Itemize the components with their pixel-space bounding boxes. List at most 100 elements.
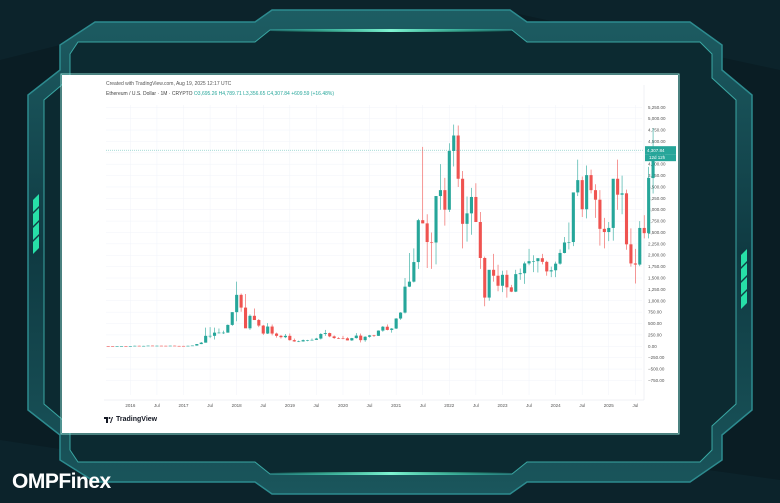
candle-body [181, 345, 186, 347]
candle-body [589, 175, 593, 191]
candle-body [350, 338, 354, 341]
candle-body [248, 315, 252, 329]
candle-body [186, 345, 190, 347]
candle-body [509, 287, 513, 292]
x-tick-label: Jul [632, 403, 638, 408]
x-tick-label: 2023 [497, 403, 508, 408]
candle-body [385, 326, 389, 330]
candle-body [399, 312, 403, 319]
candle-body [381, 326, 385, 331]
candle-body [620, 193, 624, 195]
tradingview-logo: TradingView [104, 416, 157, 423]
candle-body [487, 269, 491, 298]
x-tick-label: 2021 [391, 403, 402, 408]
candle-body [514, 274, 518, 292]
candle-body [598, 199, 602, 229]
y-tick-label: 4,500.00 [648, 139, 666, 144]
candle-body [319, 334, 323, 339]
tradingview-logo-icon [104, 416, 113, 423]
candle-body [199, 342, 203, 345]
x-tick-label: Jul [367, 403, 373, 408]
candle-body [558, 252, 562, 264]
x-tick-label: Jul [314, 403, 320, 408]
series-legend: Ethereum / U.S. Dollar · 1M · CRYPTO O3,… [106, 91, 334, 97]
last-price-badge [645, 146, 676, 155]
candle-body [217, 332, 221, 334]
candle-body [629, 244, 633, 264]
y-tick-label: 2,750.00 [648, 219, 666, 224]
candle-body [337, 338, 341, 339]
candle-body [624, 193, 629, 245]
candle-body [279, 335, 283, 338]
candle-body [416, 220, 420, 263]
candle-body [554, 263, 558, 271]
y-tick-label: 3,750.00 [648, 173, 666, 178]
candle-body [341, 338, 345, 339]
right-stripes-icon [741, 249, 747, 309]
candle-body [261, 325, 265, 334]
candle-body [173, 345, 177, 347]
countdown-label: 12d 12h [649, 155, 666, 160]
bottom-glow-bar [270, 472, 512, 475]
x-tick-label: Jul [526, 403, 532, 408]
y-tick-label: 3,500.00 [648, 184, 666, 189]
candle-body [142, 345, 146, 347]
candle-body [359, 335, 363, 341]
candle-body [137, 345, 141, 347]
candle-body [647, 177, 651, 234]
x-tick-label: Jul [207, 403, 213, 408]
candle-body [372, 335, 376, 336]
candle-body [443, 190, 447, 210]
x-tick-label: 2025 [604, 403, 615, 408]
x-tick-label: 2020 [338, 403, 349, 408]
candle-body [611, 178, 615, 228]
candle-body [483, 257, 487, 298]
candle-body [456, 135, 460, 179]
y-tick-label: 2,000.00 [648, 253, 666, 258]
candle-body [438, 190, 442, 197]
candle-body [434, 196, 438, 243]
candle-body [651, 150, 655, 179]
candle-body [314, 338, 318, 340]
y-tick-label: 250.00 [648, 332, 662, 337]
candle-body [221, 332, 225, 334]
x-tick-label: Jul [420, 403, 426, 408]
candle-body [536, 258, 540, 262]
candlestick-chart[interactable]: 5,250.005,000.004,750.004,500.004,250.00… [62, 75, 678, 433]
y-tick-label: 5,250.00 [648, 105, 666, 110]
x-tick-label: 2019 [285, 403, 296, 408]
candle-body [452, 135, 456, 151]
y-tick-label: 5,000.00 [648, 116, 666, 121]
candle-body [310, 339, 314, 341]
y-tick-label: 500.00 [648, 321, 662, 326]
candle-body [492, 269, 496, 276]
candle-body [593, 190, 598, 200]
top-glow-bar [270, 29, 512, 32]
candle-body [461, 178, 465, 224]
chart-card: Created with TradingView.com, Aug 19, 20… [62, 75, 678, 433]
candle-body [549, 270, 553, 272]
candle-body [106, 346, 110, 347]
x-tick-label: Jul [473, 403, 479, 408]
candle-body [496, 275, 500, 286]
candle-body [128, 346, 132, 347]
candle-body [545, 261, 549, 272]
candle-body [168, 345, 172, 347]
candle-body [306, 340, 310, 341]
candle-body [425, 223, 429, 243]
candle-body [323, 333, 327, 335]
x-tick-label: Jul [579, 403, 585, 408]
candle-body [638, 227, 642, 265]
candle-body [642, 227, 646, 234]
candle-body [115, 346, 119, 347]
y-tick-label: 1,250.00 [648, 287, 666, 292]
candle-body [274, 333, 279, 336]
candle-body [270, 326, 274, 334]
y-tick-label: 1,500.00 [648, 276, 666, 281]
candle-body [195, 344, 199, 346]
candle-body [345, 338, 349, 341]
candle-body [412, 262, 416, 282]
candle-body [571, 192, 575, 243]
y-tick-label: −500.00 [648, 367, 665, 372]
candle-body [527, 261, 531, 264]
